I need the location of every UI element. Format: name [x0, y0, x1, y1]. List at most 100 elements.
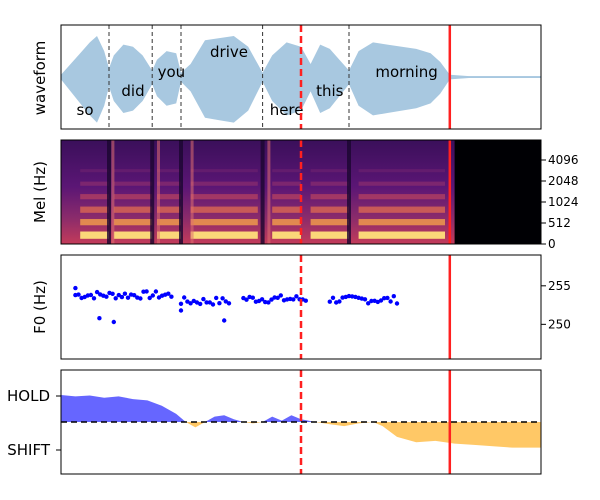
f0-point: [198, 301, 203, 307]
mel-harmonic-band: [310, 231, 349, 239]
f0-point: [362, 297, 368, 302]
f0-point: [201, 296, 206, 302]
f0-point: [113, 296, 118, 301]
f0-point: [327, 299, 332, 304]
f0-panel: F0 (Hz) 250 255: [31, 254, 571, 360]
turn-ytick-label: SHIFT: [7, 441, 51, 459]
mel-harmonic-band: [157, 169, 181, 173]
f0-point: [250, 295, 255, 300]
mel-ytick-label: 1024: [548, 195, 579, 209]
f0-point: [346, 293, 352, 299]
f0-point: [269, 297, 274, 302]
word-label: this: [316, 82, 344, 100]
turn-ytick-label: HOLD: [7, 387, 50, 405]
f0-point: [378, 298, 384, 303]
mel-harmonic-band: [358, 231, 445, 239]
word-label: drive: [210, 43, 248, 61]
f0-point: [369, 298, 374, 304]
f0-ytick-label: 250: [548, 317, 571, 331]
shift-area: [61, 422, 541, 448]
f0-point: [125, 295, 131, 300]
f0-point: [330, 295, 336, 300]
mel-harmonic-band: [80, 181, 109, 186]
f0-point: [188, 301, 193, 306]
mel-onset: [111, 140, 115, 244]
mel-harmonic-band: [113, 194, 153, 200]
mel-onset: [157, 140, 160, 244]
f0-point: [214, 295, 219, 301]
f0-point: [244, 297, 249, 302]
mel-harmonic-band: [190, 231, 258, 239]
f0-point: [147, 295, 152, 301]
waveform-ylabel: waveform: [31, 41, 49, 116]
f0-point: [178, 308, 184, 313]
mel-ytick-label: 0: [548, 237, 556, 251]
f0-point: [223, 299, 228, 304]
mel-harmonic-band: [310, 181, 349, 186]
f0-point: [210, 302, 216, 307]
f0-point: [73, 285, 78, 291]
f0-point: [169, 294, 174, 299]
mel-harmonic-band: [190, 181, 258, 186]
word-label: morning: [375, 63, 437, 81]
mel-gap: [107, 140, 111, 244]
mel-ytick-label: 512: [548, 216, 571, 230]
mel-harmonic-band: [157, 194, 181, 200]
mel-axis-frame: [60, 139, 542, 245]
f0-point: [291, 297, 296, 302]
mel-harmonic-band: [190, 219, 258, 226]
mel-ylabel: Mel (Hz): [31, 161, 49, 223]
mel-harmonic-band: [272, 181, 301, 186]
mel-harmonic-band: [272, 206, 301, 213]
mel-gap: [260, 140, 265, 244]
turn-axis-frame: [60, 369, 542, 475]
mel-harmonic-band: [80, 231, 109, 239]
mel-harmonic-band: [310, 194, 349, 200]
mel-harmonic-band: [157, 231, 181, 239]
mel-harmonic-band: [113, 181, 153, 186]
f0-point: [337, 299, 342, 304]
f0-point: [388, 299, 393, 304]
mel-harmonic-band: [358, 206, 445, 213]
f0-point: [263, 299, 268, 305]
f0-point: [153, 289, 159, 294]
mel-harmonic-band: [190, 169, 258, 173]
f0-point: [132, 293, 137, 298]
hold-area: [61, 395, 541, 422]
mel-ytick-label: 2048: [548, 174, 579, 188]
mel-harmonic-band: [80, 169, 109, 173]
mel-harmonic-band: [157, 181, 181, 186]
f0-point: [394, 301, 400, 306]
f0-ytick-label: 255: [548, 279, 571, 293]
mel-harmonic-band: [113, 206, 153, 213]
f0-point: [76, 292, 81, 297]
mel-harmonic-band: [80, 219, 109, 226]
f0-point: [150, 293, 155, 298]
waveform-axis-frame: [60, 24, 542, 130]
f0-point: [303, 298, 308, 303]
mel-harmonic-band: [358, 194, 445, 200]
mel-harmonic-band: [310, 169, 349, 173]
f0-point: [207, 300, 212, 305]
f0-ylabel: F0 (Hz): [31, 280, 49, 334]
f0-point: [91, 296, 97, 301]
mel-harmonic-band: [113, 219, 153, 226]
f0-point: [217, 301, 222, 306]
mel-harmonic-band: [157, 219, 181, 226]
mel-harmonic-band: [272, 194, 301, 200]
word-label: did: [121, 82, 144, 100]
f0-point: [366, 301, 371, 306]
f0-point: [278, 293, 283, 298]
mel-panel: Mel (Hz) 0 512 1024 2048 4096: [31, 139, 579, 251]
turn-panel: HOLD SHIFT: [7, 369, 542, 475]
f0-point: [97, 316, 102, 321]
f0-point: [382, 296, 387, 301]
mel-harmonic-band: [358, 181, 445, 186]
f0-point: [266, 300, 271, 305]
f0-point: [119, 294, 125, 300]
mel-harmonic-band: [80, 206, 109, 213]
word-label: so: [77, 101, 94, 119]
f0-point: [122, 291, 128, 296]
